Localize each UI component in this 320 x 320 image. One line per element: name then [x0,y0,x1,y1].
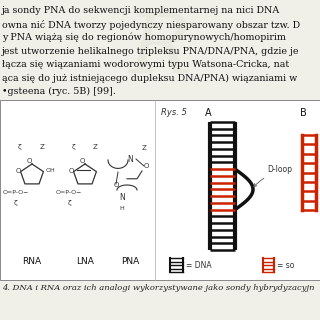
Text: LNA: LNA [76,258,94,267]
Text: łącza się wiązaniami wodorowymi typu Watsona-Cricka, nat: łącza się wiązaniami wodorowymi typu Wat… [2,60,289,69]
Text: O: O [143,163,149,169]
Text: = so: = so [277,260,294,269]
Text: Rys. 5: Rys. 5 [161,108,187,117]
Text: H: H [120,205,124,211]
Text: ζ: ζ [67,200,71,206]
Text: ąca się do już istniejącego dupleksu DNA/PNA) wiązaniami w: ąca się do już istniejącego dupleksu DNA… [2,74,297,83]
Text: O=P-O−: O=P-O− [3,190,29,196]
Text: A: A [205,108,212,118]
Text: O: O [26,158,32,164]
Text: B: B [300,108,307,118]
Text: = DNA: = DNA [186,260,212,269]
Text: y PNA wiążą się do regionów homopurynowych/homopirim: y PNA wiążą się do regionów homopurynowy… [2,33,286,43]
Text: owna nić DNA tworzy pojedynczy niesparowany obszar tzw. D: owna nić DNA tworzy pojedynczy niesparow… [2,20,300,29]
Text: O: O [113,182,119,188]
Text: RNA: RNA [22,258,42,267]
Text: N: N [119,194,125,203]
Text: Z: Z [141,145,147,151]
Text: •gsteena (ryc. 5B) [99].: •gsteena (ryc. 5B) [99]. [2,87,116,96]
Text: 4. DNA i RNA oraz ich analogi wykorzystywane jako sondy hybrydyzacyjn: 4. DNA i RNA oraz ich analogi wykorzysty… [2,284,315,292]
Text: PNA: PNA [121,258,139,267]
Text: jest utworzenie helikalnego tripleksu PNA/DNA/PNA, gdzie je: jest utworzenie helikalnego tripleksu PN… [2,46,300,55]
Text: O: O [15,168,21,174]
Bar [0,100,320,280]
Text: N: N [127,156,133,164]
Text: ja sondy PNA do sekwencji komplementarnej na nici DNA: ja sondy PNA do sekwencji komplementarne… [2,6,280,15]
Text: O: O [68,168,74,174]
Text: Z: Z [40,144,44,150]
Text: R: R [129,10,191,90]
Text: ζ: ζ [71,144,75,150]
Text: ζ: ζ [14,200,18,206]
Text: OH: OH [46,169,56,173]
Text: O: O [79,158,85,164]
Text: ζ: ζ [18,144,22,150]
Text: Z: Z [92,144,97,150]
Text: D-loop: D-loop [254,165,292,187]
Text: O=P-O−: O=P-O− [56,190,82,196]
